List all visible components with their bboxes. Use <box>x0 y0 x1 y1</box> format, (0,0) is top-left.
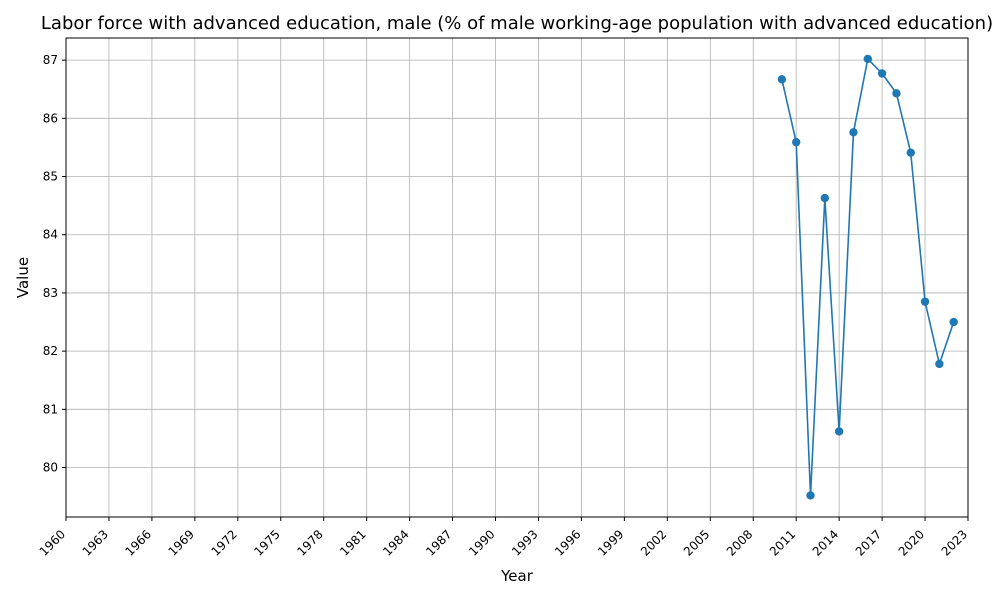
y-tick-label: 82 <box>43 344 58 358</box>
y-tick-label: 84 <box>43 228 58 242</box>
y-axis-label: Value <box>14 257 32 298</box>
y-tick-label: 81 <box>43 402 58 416</box>
y-tick-label: 87 <box>43 53 58 67</box>
grid-lines <box>65 38 969 517</box>
data-point <box>877 69 887 78</box>
data-point <box>863 54 872 64</box>
series-layer <box>777 54 958 500</box>
data-point <box>906 148 915 157</box>
data-point <box>791 137 801 147</box>
data-point <box>777 75 787 84</box>
chart-title: Labor force with advanced education, mal… <box>41 13 993 34</box>
y-tick-label: 86 <box>43 111 58 125</box>
data-point <box>806 491 815 500</box>
data-point <box>892 89 901 98</box>
plot-area-frame <box>65 37 969 518</box>
data-point <box>834 427 844 436</box>
data-point <box>920 297 930 306</box>
y-tick-label: 80 <box>43 461 58 475</box>
data-point <box>935 359 944 369</box>
y-tick-label: 85 <box>43 170 58 184</box>
y-axis-ticks: 80 81 82 83 84 85 86 87 <box>43 53 66 475</box>
data-point <box>949 317 958 327</box>
data-point <box>849 128 858 137</box>
y-tick-label: 83 <box>43 286 58 300</box>
x-axis-label: Year <box>500 567 534 585</box>
data-point <box>820 193 830 203</box>
